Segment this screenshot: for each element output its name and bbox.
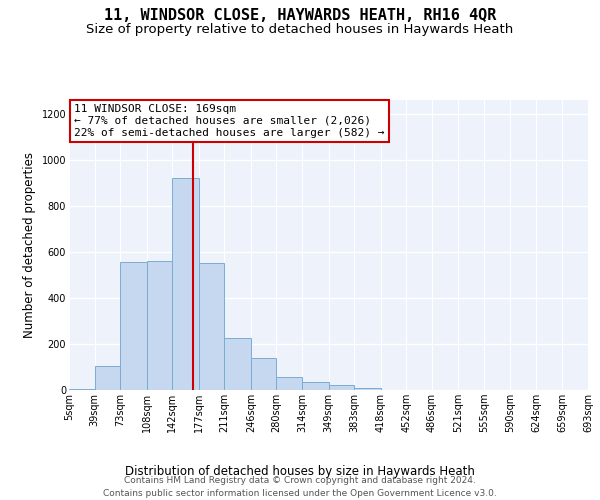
Bar: [224, 338, 251, 390]
Text: Distribution of detached houses by size in Haywards Heath: Distribution of detached houses by size …: [125, 464, 475, 477]
Bar: [199, 264, 224, 390]
Bar: [329, 386, 354, 390]
Bar: [251, 358, 277, 390]
Bar: [69, 389, 95, 390]
Bar: [146, 261, 172, 390]
Bar: [95, 366, 120, 390]
Bar: [172, 178, 199, 390]
Bar: [302, 382, 329, 390]
Text: 11 WINDSOR CLOSE: 169sqm
← 77% of detached houses are smaller (2,026)
22% of sem: 11 WINDSOR CLOSE: 169sqm ← 77% of detach…: [74, 104, 385, 138]
Y-axis label: Number of detached properties: Number of detached properties: [23, 152, 36, 338]
Text: 11, WINDSOR CLOSE, HAYWARDS HEATH, RH16 4QR: 11, WINDSOR CLOSE, HAYWARDS HEATH, RH16 …: [104, 8, 496, 22]
Text: Contains HM Land Registry data © Crown copyright and database right 2024.
Contai: Contains HM Land Registry data © Crown c…: [103, 476, 497, 498]
Bar: [354, 388, 380, 390]
Bar: [277, 378, 302, 390]
Text: Size of property relative to detached houses in Haywards Heath: Size of property relative to detached ho…: [86, 22, 514, 36]
Bar: [120, 262, 146, 390]
